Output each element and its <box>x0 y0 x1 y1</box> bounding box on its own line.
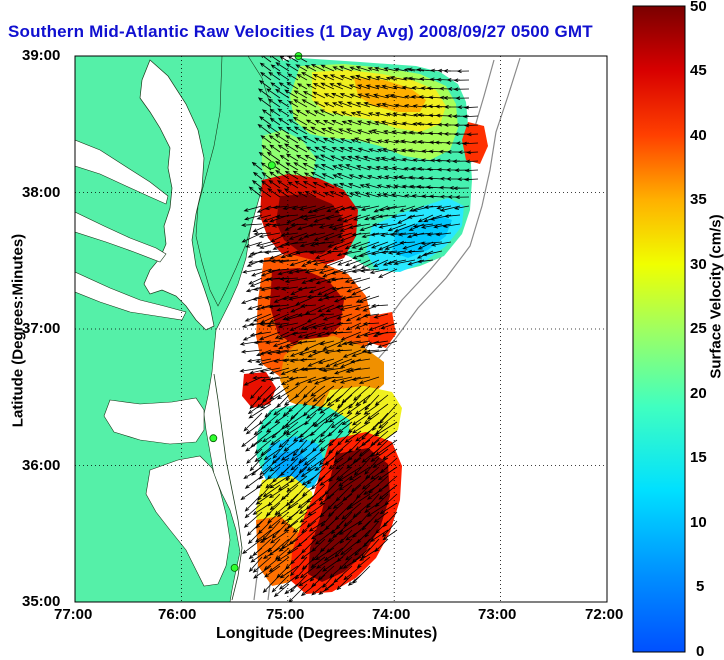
y-tick-label: 36:00 <box>22 457 60 474</box>
y-axis-label: Latitude (Degrees:Minutes) <box>10 221 27 441</box>
colorbar-tick-label: 25 <box>690 320 707 337</box>
x-tick-label: 72:00 <box>585 606 623 623</box>
colorbar-tick-label: 20 <box>690 385 707 402</box>
x-tick-label: 75:00 <box>266 606 304 623</box>
colorbar-tick-label: 30 <box>690 256 707 273</box>
x-tick-label: 73:00 <box>478 606 516 623</box>
colorbar-tick-label: 50 <box>690 0 707 15</box>
colorbar-tick-label: 5 <box>696 578 704 595</box>
x-axis-label: Longitude (Degrees:Minutes) <box>216 625 437 643</box>
x-tick-label: 76:00 <box>158 606 196 623</box>
colorbar-tick-label: 15 <box>690 449 707 466</box>
y-tick-label: 35:00 <box>22 593 60 610</box>
colorbar <box>633 6 685 652</box>
colorbar-tick-label: 45 <box>690 62 707 79</box>
colorbar-tick-label: 35 <box>690 191 707 208</box>
colorbar-tick-label: 0 <box>696 643 704 660</box>
colorbar-label: Surface Velocity (cm/s) <box>708 187 724 407</box>
y-tick-label: 37:00 <box>22 320 60 337</box>
y-tick-label: 39:00 <box>22 47 60 64</box>
station-marker <box>231 564 238 571</box>
x-tick-label: 74:00 <box>372 606 410 623</box>
y-tick-label: 38:00 <box>22 184 60 201</box>
colorbar-tick-label: 10 <box>690 514 707 531</box>
station-marker <box>268 162 275 169</box>
colorbar-tick-label: 40 <box>690 127 707 144</box>
station-marker <box>210 435 217 442</box>
